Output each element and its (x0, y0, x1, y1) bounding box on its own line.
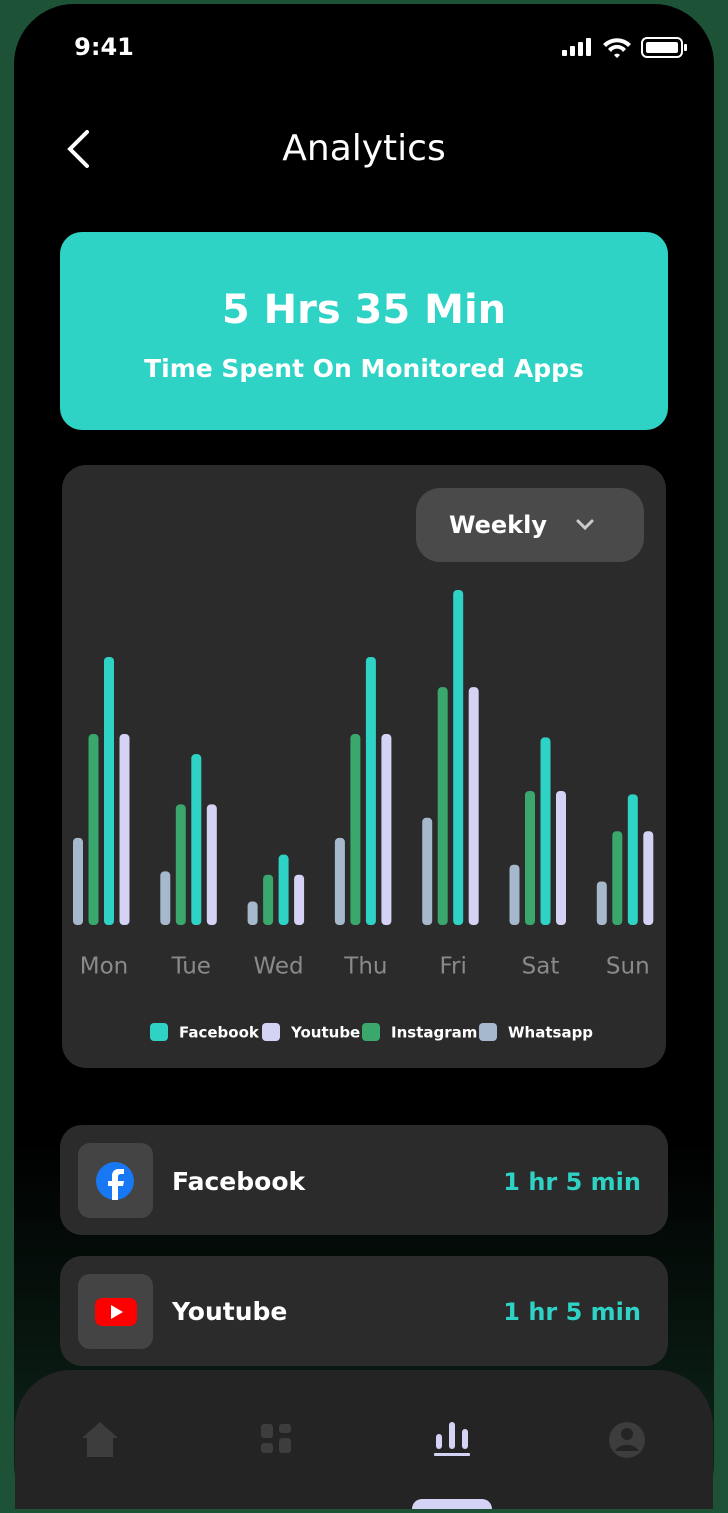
dropdown-bg (416, 488, 644, 562)
facebook-icon (96, 1162, 134, 1200)
legend-label: Whatsapp (508, 1024, 593, 1042)
app-row[interactable] (60, 1256, 668, 1366)
x-tick-label: Mon (80, 954, 129, 980)
bar (294, 874, 305, 925)
bar (119, 734, 130, 925)
status-time: 9:41 (74, 33, 134, 61)
x-tick-label: Sun (606, 954, 650, 980)
bar (437, 687, 448, 925)
status-icons (562, 37, 687, 58)
bar (381, 734, 392, 925)
bar (160, 871, 171, 925)
bar (88, 734, 99, 925)
bar (206, 804, 217, 925)
bar (643, 831, 654, 925)
nav-dashboard[interactable] (261, 1424, 291, 1453)
legend-swatch (479, 1023, 497, 1041)
x-tick-label: Thu (343, 954, 387, 980)
app-name: Facebook (172, 1167, 307, 1196)
back-button[interactable] (67, 130, 89, 168)
nav-home[interactable] (82, 1422, 118, 1457)
bar (596, 881, 607, 925)
nav-profile[interactable] (609, 1422, 645, 1458)
nav-analytics[interactable] (434, 1422, 470, 1456)
app-row[interactable] (60, 1125, 668, 1235)
legend-swatch (150, 1023, 168, 1041)
bar (263, 874, 274, 925)
nav-indicator (412, 1499, 492, 1513)
dropdown-arrow (576, 519, 594, 531)
bar (278, 854, 289, 925)
summary-card (60, 232, 668, 430)
summary-label: Time Spent On Monitored Apps (144, 354, 584, 383)
x-tick-label: Wed (254, 954, 304, 980)
bar (191, 754, 202, 925)
bar (556, 791, 566, 925)
summary-value: 5 Hrs 35 Min (222, 287, 506, 333)
bar (509, 864, 520, 925)
bar (247, 901, 258, 925)
x-tick-label: Fri (439, 954, 466, 980)
bar (334, 837, 345, 925)
bar (350, 734, 361, 925)
bar (453, 590, 464, 925)
bar (365, 657, 376, 925)
bar (540, 737, 551, 925)
legend-label: Instagram (391, 1024, 477, 1042)
app-time: 1 hr 5 min (503, 1298, 641, 1326)
app-name: Youtube (171, 1297, 287, 1326)
bar (525, 791, 535, 925)
bar (468, 687, 479, 925)
page-title: Analytics (282, 128, 445, 169)
x-tick-label: Sat (522, 954, 560, 980)
legend-label: Youtube (290, 1024, 360, 1042)
bottom-nav (15, 1370, 713, 1513)
bar (627, 794, 638, 925)
bar (422, 817, 433, 925)
bar (73, 837, 83, 925)
x-tick-label: Tue (171, 954, 211, 980)
legend-swatch (262, 1023, 280, 1041)
bar (175, 804, 186, 925)
dropdown-label: Weekly (449, 511, 547, 539)
app-time: 1 hr 5 min (503, 1168, 641, 1196)
bar (612, 831, 623, 925)
bar (104, 657, 114, 925)
youtube-icon (95, 1298, 137, 1326)
legend-label: Facebook (179, 1024, 260, 1042)
legend-swatch (362, 1023, 380, 1041)
period-dropdown[interactable]: Weekly (416, 488, 644, 562)
